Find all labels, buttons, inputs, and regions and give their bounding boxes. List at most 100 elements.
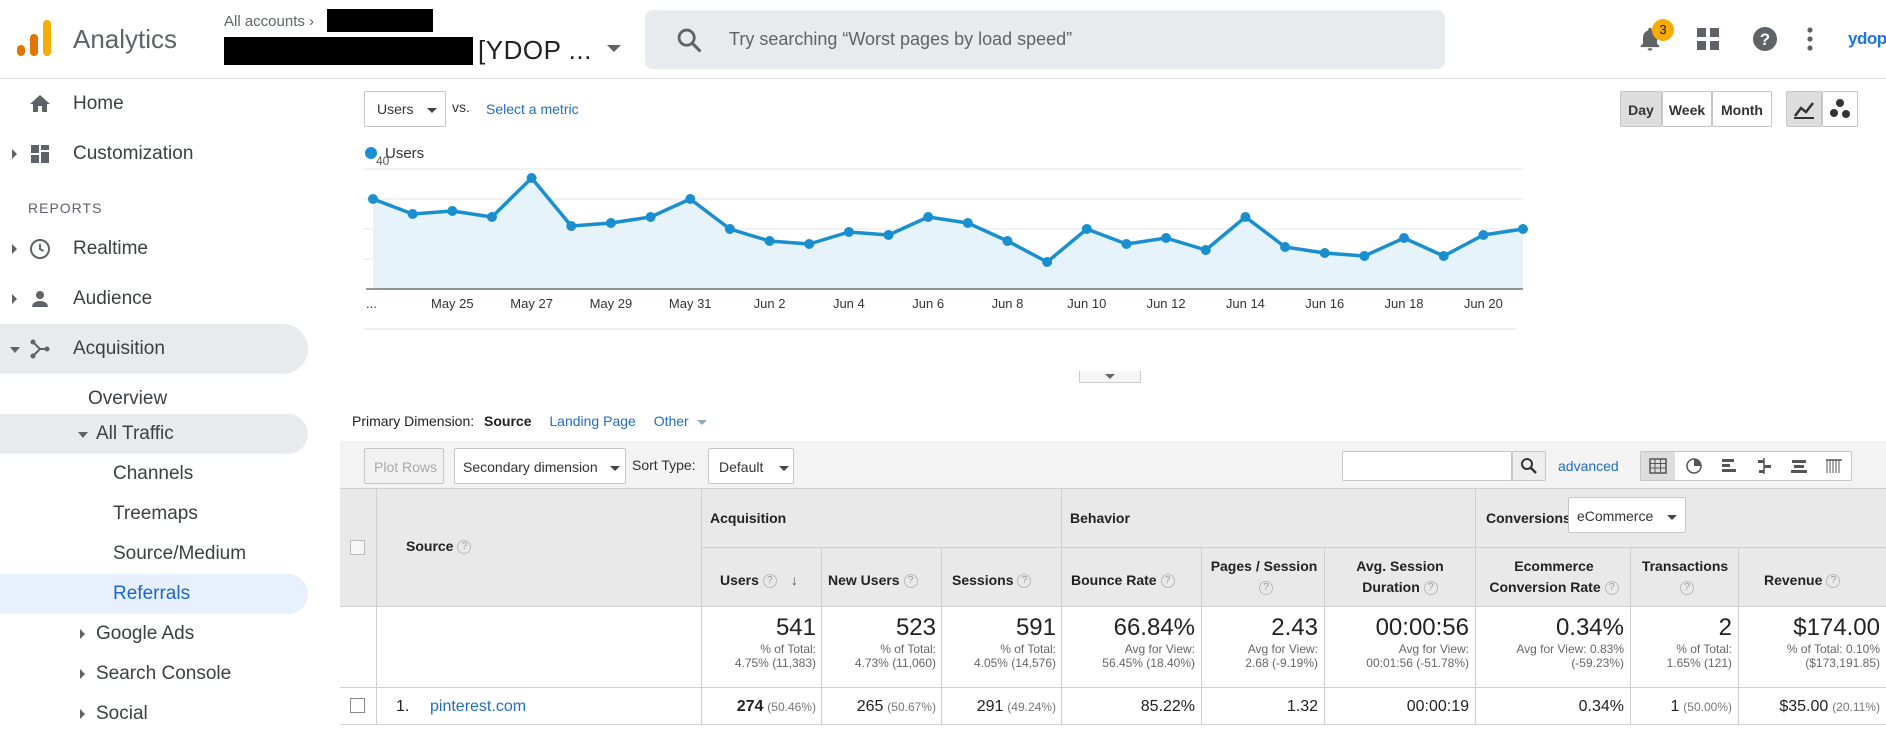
secondary-dimension-select[interactable]: Secondary dimension bbox=[454, 448, 626, 484]
analytics-logo[interactable] bbox=[17, 20, 51, 56]
week-button[interactable]: Week bbox=[1662, 91, 1712, 127]
column-header-users[interactable]: Users? ↓ bbox=[720, 572, 798, 589]
term-cloud-view-icon[interactable] bbox=[1782, 452, 1816, 480]
column-header-sessions[interactable]: Sessions? bbox=[952, 572, 1032, 589]
x-tick-label: Jun 20 bbox=[1464, 296, 1503, 311]
data-point bbox=[843, 227, 854, 237]
sidebar-item-google-ads[interactable]: Google Ads bbox=[0, 609, 308, 659]
help-icon[interactable]: ? bbox=[1752, 26, 1778, 52]
help-icon[interactable]: ? bbox=[1680, 581, 1694, 596]
sidebar-item-treemaps[interactable]: Treemaps bbox=[0, 489, 308, 539]
series-line bbox=[372, 176, 1524, 264]
motion-chart-button[interactable] bbox=[1822, 91, 1858, 127]
x-tick-label: Jun 18 bbox=[1385, 296, 1424, 311]
sidebar-item-source-medium[interactable]: Source/Medium bbox=[0, 529, 308, 579]
help-icon[interactable]: ? bbox=[1826, 574, 1841, 589]
sidebar-item-realtime[interactable]: Realtime bbox=[0, 224, 308, 274]
breadcrumb[interactable]: All accounts › bbox=[224, 13, 314, 30]
chevron-down-icon[interactable] bbox=[607, 45, 621, 52]
column-header-revenue[interactable]: Revenue? bbox=[1764, 572, 1841, 589]
more-vert-icon[interactable] bbox=[1806, 26, 1814, 52]
breadcrumb-all-accounts[interactable]: All accounts bbox=[224, 13, 305, 30]
line-chart-button[interactable] bbox=[1786, 91, 1822, 127]
row-source-link[interactable]: pinterest.com bbox=[430, 698, 527, 715]
source-column-header[interactable]: Source? bbox=[406, 538, 472, 555]
column-header-bounce-rate[interactable]: Bounce Rate? bbox=[1071, 572, 1175, 589]
pie-view-icon[interactable] bbox=[1677, 452, 1711, 480]
metric-select[interactable]: Users bbox=[364, 91, 446, 127]
cell-new-users: 265 (50.67%) bbox=[821, 698, 936, 716]
month-button[interactable]: Month bbox=[1712, 91, 1772, 127]
sidebar-highlight bbox=[0, 324, 308, 374]
cell-pct: (49.24%) bbox=[1007, 700, 1056, 714]
account-selector[interactable]: [YDOP ... bbox=[478, 35, 592, 65]
column-header-label: Ecommerce Conversion Rate bbox=[1489, 558, 1601, 595]
column-header-transactions[interactable]: Transactions? bbox=[1636, 556, 1734, 598]
sidebar-item-overview[interactable]: Overview bbox=[0, 374, 308, 424]
dimension-other[interactable]: Other bbox=[653, 413, 689, 429]
help-icon[interactable]: ? bbox=[1017, 574, 1032, 589]
row-checkbox[interactable] bbox=[350, 698, 365, 713]
day-button[interactable]: Day bbox=[1620, 91, 1662, 127]
dimension-landing-page[interactable]: Landing Page bbox=[549, 413, 636, 429]
help-icon[interactable]: ? bbox=[1259, 581, 1273, 596]
help-icon[interactable]: ? bbox=[1160, 574, 1175, 589]
sidebar-item-channels[interactable]: Channels bbox=[0, 449, 308, 499]
cell-revenue: $35.00 (20.11%) bbox=[1738, 698, 1880, 716]
select-metric-link[interactable]: Select a metric bbox=[486, 101, 579, 117]
divider bbox=[340, 687, 1886, 688]
sidebar-item-home[interactable]: Home bbox=[0, 79, 308, 129]
help-icon[interactable]: ? bbox=[457, 540, 472, 555]
help-icon[interactable]: ? bbox=[903, 574, 918, 589]
behavior-group-header: Behavior bbox=[1070, 510, 1130, 526]
cell-pct: (50.67%) bbox=[887, 700, 936, 714]
search-bar[interactable]: Try searching “Worst pages by load speed… bbox=[645, 10, 1445, 69]
x-tick-label: Jun 2 bbox=[754, 296, 786, 311]
column-header-pages-session[interactable]: Pages / Session? bbox=[1210, 556, 1318, 598]
bar-view-icon[interactable] bbox=[1712, 452, 1746, 480]
reports-section-header: REPORTS bbox=[28, 200, 103, 216]
data-point bbox=[685, 194, 696, 204]
help-icon[interactable]: ? bbox=[1423, 581, 1438, 596]
help-icon[interactable]: ? bbox=[1604, 581, 1619, 596]
comparison-view-icon[interactable] bbox=[1747, 452, 1781, 480]
search-input[interactable]: Try searching “Worst pages by load speed… bbox=[729, 29, 1073, 49]
column-header-label: Avg. Session Duration bbox=[1356, 558, 1444, 595]
pivot-view-icon[interactable] bbox=[1817, 452, 1851, 480]
plot-rows-button[interactable]: Plot Rows bbox=[364, 448, 444, 484]
caret-down-icon bbox=[1105, 374, 1115, 379]
apps-grid-icon[interactable] bbox=[1697, 28, 1719, 50]
table-search-input[interactable] bbox=[1342, 451, 1512, 481]
sidebar-item-acquisition[interactable]: Acquisition bbox=[0, 324, 308, 374]
sidebar-item-customization[interactable]: Customization bbox=[0, 129, 308, 179]
column-header-label: Revenue bbox=[1764, 572, 1823, 588]
table-view-icon[interactable] bbox=[1641, 452, 1675, 480]
data-point bbox=[526, 173, 537, 183]
sidebar-item-social[interactable]: Social bbox=[0, 689, 308, 739]
sidebar-item-search-console[interactable]: Search Console bbox=[0, 649, 308, 699]
caret-down-icon bbox=[696, 419, 707, 425]
total-sessions: 591% of Total: 4.05% (14,576) bbox=[941, 614, 1056, 670]
brand-logo[interactable]: ydop bbox=[1848, 29, 1886, 48]
total-value: 591 bbox=[1015, 614, 1056, 641]
conversions-goal-select[interactable]: eCommerce bbox=[1568, 497, 1686, 533]
advanced-filter-link[interactable]: advanced bbox=[1558, 458, 1619, 474]
help-icon[interactable]: ? bbox=[762, 574, 777, 589]
sort-type-select[interactable]: Default bbox=[708, 448, 794, 484]
total-subtext: Avg for View: bbox=[1247, 642, 1318, 656]
sidebar-item-all-traffic[interactable]: All Traffic bbox=[0, 409, 308, 459]
column-header-new-users[interactable]: New Users? bbox=[828, 572, 918, 589]
table-search-button[interactable] bbox=[1512, 451, 1546, 481]
line-chart-icon bbox=[1794, 102, 1814, 119]
sidebar-item-label: Channels bbox=[113, 463, 194, 484]
column-header-avg-session-duration[interactable]: Avg. Session Duration? bbox=[1330, 556, 1470, 598]
home-icon bbox=[30, 95, 50, 112]
select-all-checkbox[interactable] bbox=[350, 540, 365, 555]
data-point bbox=[1280, 242, 1291, 252]
sidebar-item-audience[interactable]: Audience bbox=[0, 274, 308, 324]
chart-collapse-handle[interactable] bbox=[1079, 371, 1141, 383]
total-revenue: $174.00% of Total: 0.10% ($173,191.85) bbox=[1738, 614, 1880, 670]
column-header-ecommerce-conversion-rate[interactable]: Ecommerce Conversion Rate? bbox=[1484, 556, 1624, 598]
sidebar-item-referrals[interactable]: Referrals bbox=[0, 569, 308, 619]
dimension-source[interactable]: Source bbox=[484, 413, 532, 429]
